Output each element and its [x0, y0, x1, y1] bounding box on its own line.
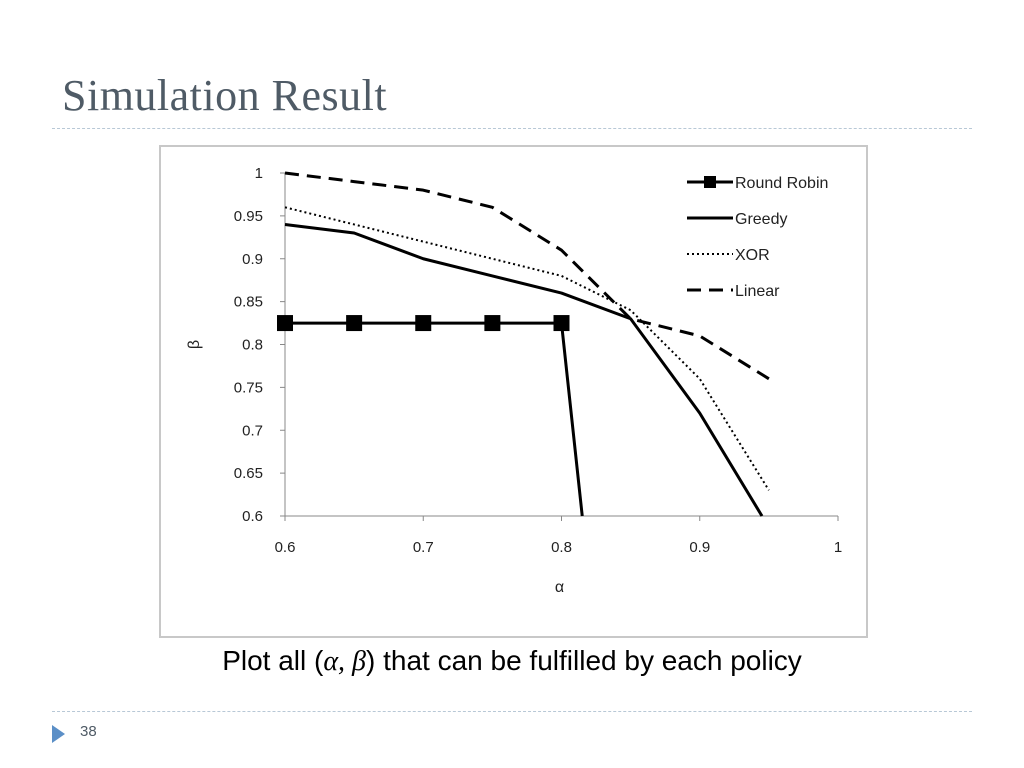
caption-alpha: α [323, 646, 339, 677]
caption-beta: β [352, 646, 366, 677]
x-tick-label: 1 [834, 539, 842, 556]
series-line-round-robin [285, 321, 584, 517]
y-tick-label: 0.8 [242, 337, 263, 354]
page-number: 38 [80, 723, 97, 740]
x-tick-label: 0.6 [275, 539, 296, 556]
chart-caption: Plot all (α, β) that can be fulfilled by… [0, 645, 1024, 678]
slide-title: Simulation Result [62, 71, 388, 120]
x-tick-label: 0.7 [413, 539, 434, 556]
chart-frame: 0.6 0.65 0.7 0.75 0.8 0.85 0.9 0.95 1 0.6 0.7 0.8 0.… [159, 145, 868, 638]
y-tick-label: 0.6 [242, 508, 263, 525]
line-chart: 0.6 0.65 0.7 0.75 0.8 0.85 0.9 0.95 1 0.6 0.7 0.8 0.… [186, 165, 842, 596]
x-tick-label: 0.9 [689, 539, 710, 556]
data-point-marker [277, 315, 293, 332]
y-tick-label: 0.85 [234, 294, 263, 311]
title-divider [52, 128, 972, 129]
caption-suffix: ) that can be fulfilled by each policy [366, 645, 802, 676]
y-axis-label: β [186, 340, 203, 349]
x-tick-label: 0.8 [551, 539, 572, 556]
data-point-marker [553, 315, 570, 332]
y-tick-label: 0.65 [234, 465, 263, 482]
legend-swatch-marker [704, 176, 716, 188]
y-tick-label: 0.7 [242, 422, 263, 439]
y-tick-label: 0.9 [242, 251, 263, 268]
y-tick-label: 0.95 [234, 208, 263, 225]
series-line-linear [284, 171, 770, 381]
data-point-marker [346, 315, 363, 332]
footer-divider [52, 711, 972, 712]
y-tick-label: 0.75 [234, 379, 263, 396]
legend-label: Linear [735, 283, 780, 300]
series-line-xor [284, 206, 770, 491]
legend-label: XOR [735, 247, 770, 264]
bullet-arrow-icon [52, 725, 65, 743]
x-axis-label: α [555, 579, 564, 596]
data-point-marker [484, 315, 501, 332]
legend-label: Round Robin [735, 175, 828, 192]
data-point-marker [415, 315, 432, 332]
series-line-greedy [284, 222, 764, 517]
legend-label: Greedy [735, 211, 787, 228]
caption-prefix: Plot all ( [222, 645, 324, 676]
y-tick-label: 1 [255, 165, 263, 182]
caption-comma: , [338, 646, 353, 677]
